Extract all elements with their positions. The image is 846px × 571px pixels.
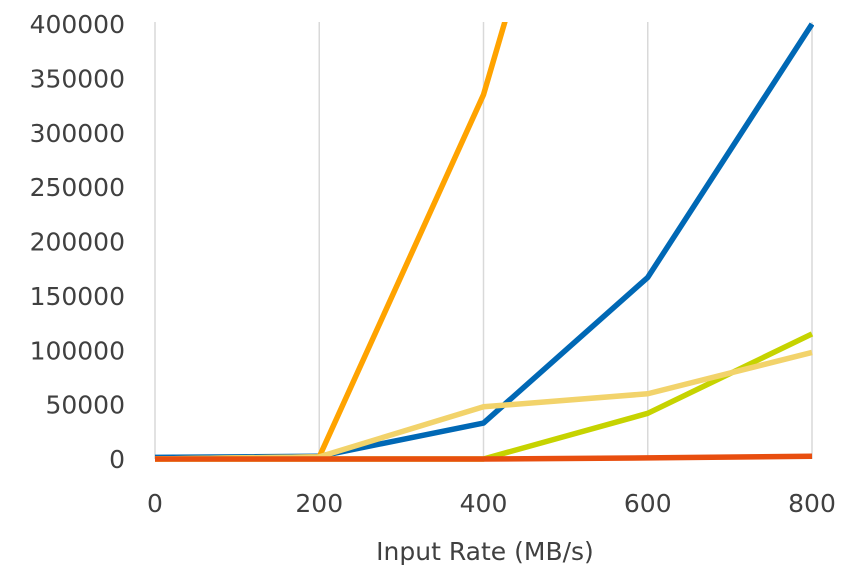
y-tick-label: 300000 bbox=[30, 119, 125, 148]
y-tick-label: 150000 bbox=[30, 282, 125, 311]
x-tick-label: 0 bbox=[147, 489, 163, 518]
series-lines bbox=[154, 22, 814, 462]
x-tick-label: 600 bbox=[624, 489, 672, 518]
x-tick-label: 400 bbox=[460, 489, 508, 518]
y-tick-label: 50000 bbox=[45, 391, 125, 420]
y-axis-tick-labels: 0 50000 100000 150000 200000 250000 300000 3500… bbox=[30, 10, 125, 474]
x-tick-label: 800 bbox=[788, 489, 836, 518]
y-tick-label: 400000 bbox=[30, 10, 125, 39]
y-tick-label: 0 bbox=[109, 445, 125, 474]
x-tick-label: 200 bbox=[295, 489, 343, 518]
series-line-5 bbox=[155, 453, 813, 462]
y-tick-label: 250000 bbox=[30, 173, 125, 202]
y-tick-label: 100000 bbox=[30, 336, 125, 365]
y-tick-label: 350000 bbox=[30, 64, 125, 93]
x-axis-tick-labels: 0 200 400 600 800 bbox=[147, 489, 836, 518]
y-tick-label: 200000 bbox=[30, 228, 125, 257]
x-axis-title: Input Rate (MB/s) bbox=[376, 537, 594, 566]
